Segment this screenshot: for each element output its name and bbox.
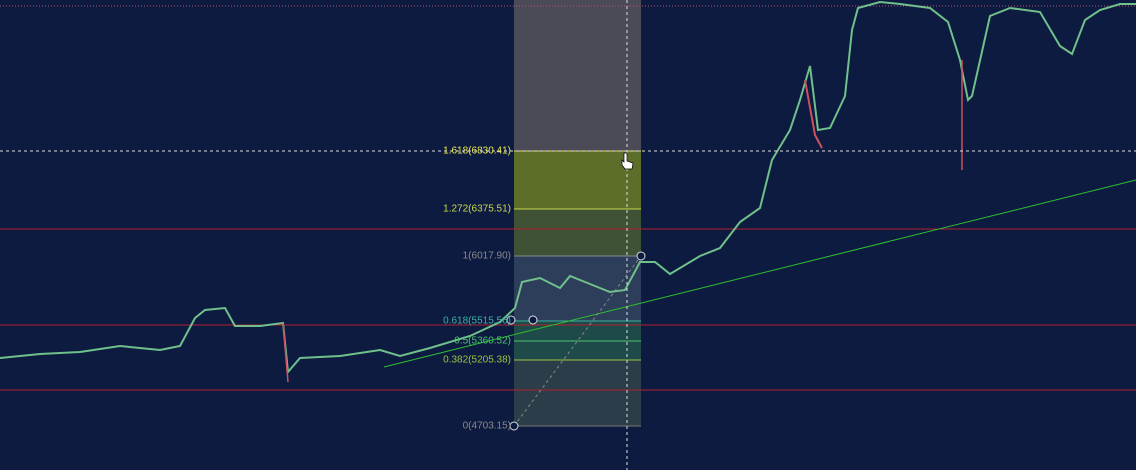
fib-label: 0.382(5205.38) [443, 355, 511, 366]
fib-label: 1(6017.90) [463, 251, 511, 262]
fib-label: 1.618(6830.41) [443, 146, 511, 157]
fib-zone [514, 151, 641, 209]
fib-diagonal [513, 255, 642, 427]
fib-label: 0.618(5515.56) [443, 316, 511, 327]
fib-labels: 1.618(6830.41) 1.272(6375.51) 1(6017.90) 0.… [443, 146, 511, 432]
fib-zone [514, 256, 641, 321]
cursor [621, 152, 634, 170]
fib-zone [514, 0, 641, 151]
price-path [0, 0, 1136, 375]
fib-label: 0.5(5360.52) [454, 336, 511, 347]
price-path [804, 79, 823, 149]
fib-label: 0(4703.15) [463, 421, 511, 432]
handle[interactable] [506, 315, 516, 325]
fib-zone [514, 360, 641, 426]
fib-label: 1.272(6375.51) [443, 204, 511, 215]
fib-zone [514, 209, 641, 256]
handle[interactable] [636, 251, 646, 261]
trend-line [383, 179, 1136, 368]
handle[interactable] [509, 421, 519, 431]
price-wick [282, 322, 289, 383]
handle[interactable] [528, 315, 538, 325]
